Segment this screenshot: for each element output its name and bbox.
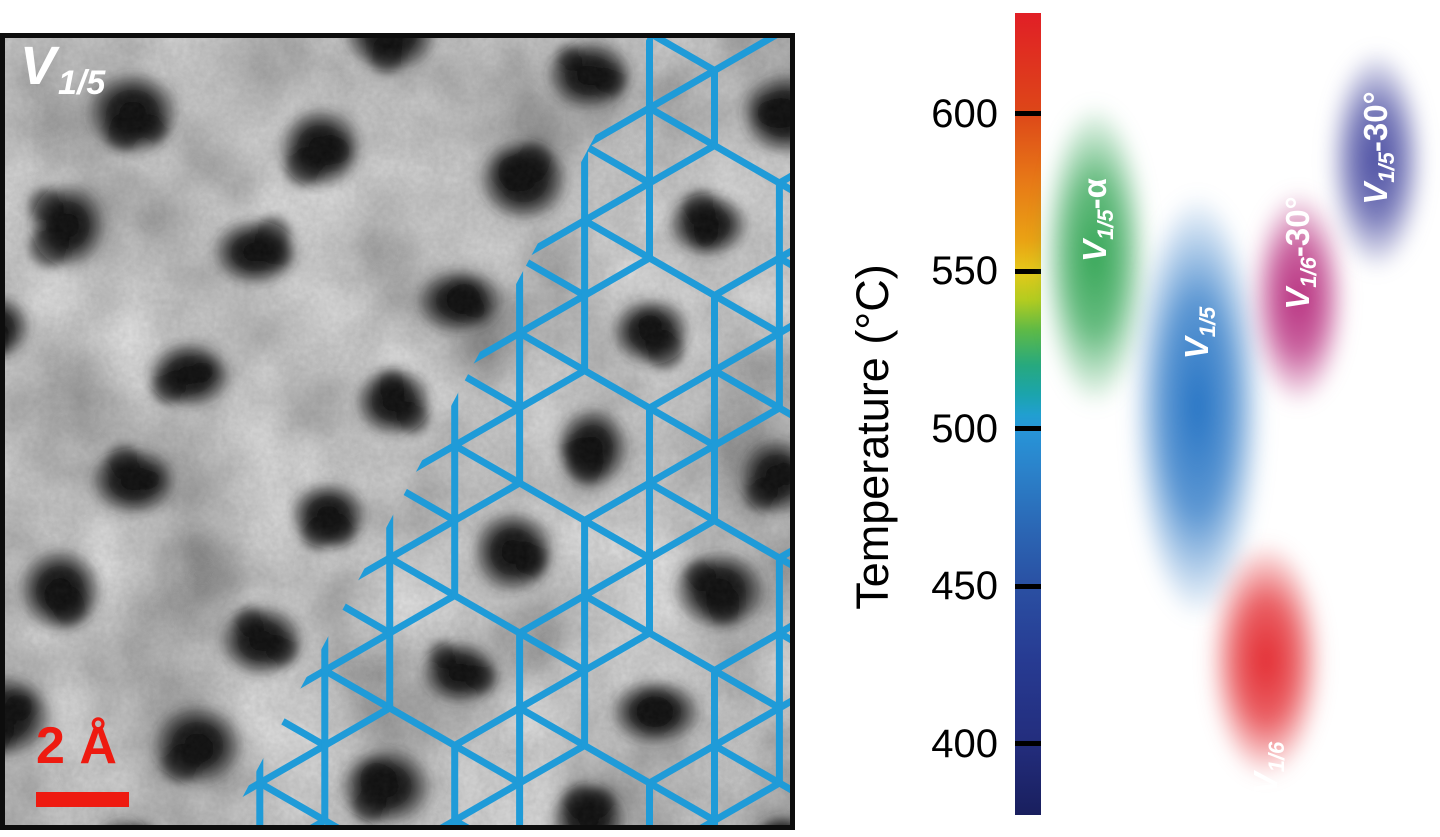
phase-blob-label-v16-30: V1/6-30°	[1279, 196, 1321, 310]
phase-label-main: V	[1076, 239, 1113, 262]
phase-label-sub: 1/5	[1374, 152, 1399, 183]
phase-blob-label-v15: V1/5	[1178, 307, 1220, 360]
phase-label-suffix: -30°	[1279, 196, 1316, 258]
phase-label-sub: 1/5	[1195, 306, 1220, 338]
phase-blob-label-v15-alpha: V1/5-α	[1076, 178, 1118, 262]
phase-label-sub: 1/5	[1093, 209, 1118, 240]
phase-label-sub: 1/6	[1264, 741, 1289, 773]
phase-label-main: V	[1178, 337, 1215, 360]
stem-image	[0, 33, 795, 830]
phase-label-suffix: -α	[1076, 178, 1113, 210]
phase-label-sub: 1/5	[58, 64, 106, 102]
stem-micrograph: V1/5 2 Å	[0, 33, 795, 830]
colorbar-tick-label-500: 500	[931, 406, 998, 451]
phase-label-main: V	[1357, 182, 1394, 205]
colorbar-tick-label-400: 400	[931, 721, 998, 766]
phase-blob-label-v16: V1/6	[1247, 742, 1289, 795]
micrograph-phase-label: V1/5	[20, 35, 105, 102]
phase-label-sub: 1/6	[1296, 257, 1321, 288]
colorbar-tick-label-450: 450	[931, 564, 998, 609]
phase-label-main: V	[20, 36, 57, 96]
micrograph-border	[0, 33, 795, 830]
colorbar-tick-450	[1015, 583, 1041, 589]
phase-blob-v15-30	[1308, 6, 1440, 316]
phase-label-suffix: -30°	[1357, 91, 1394, 153]
scale-bar	[36, 792, 129, 807]
phase-blob-label-v15-30: V1/5-30°	[1357, 91, 1399, 205]
phase-label-main: V	[1279, 287, 1316, 310]
colorbar-tick-label-600: 600	[931, 91, 998, 136]
phase-label-main: V	[1247, 772, 1284, 795]
phase-blob-v16	[1186, 494, 1346, 826]
colorbar-tick-400	[1015, 741, 1041, 747]
scale-bar-label: 2 Å	[36, 717, 117, 775]
colorbar-tick-label-550: 550	[931, 249, 998, 294]
